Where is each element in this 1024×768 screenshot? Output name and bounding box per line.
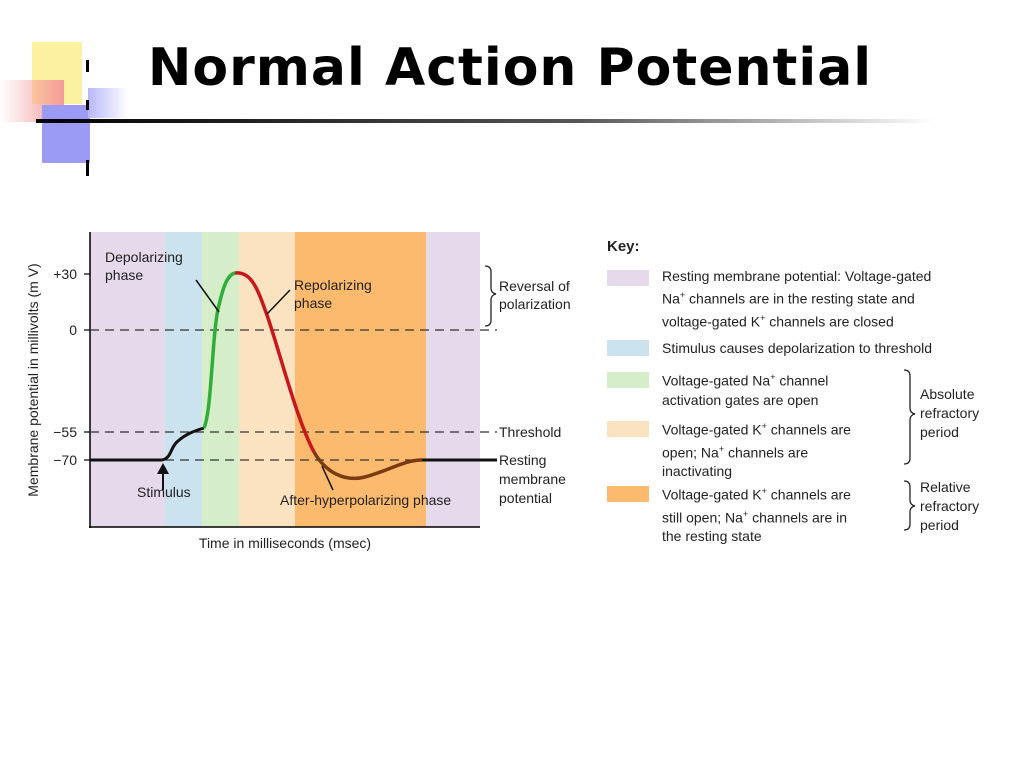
key-text-stimulus: Stimulus causes depolarization to thresh… <box>662 340 933 356</box>
decor-square-blue <box>42 105 90 163</box>
absolute-refractory-label: Absolute refractory period <box>920 386 980 440</box>
key-swatch-stimulus <box>607 340 649 356</box>
repolarizing-label-line1: Repolarizing <box>294 277 372 293</box>
trace-repolarizing <box>234 271 316 453</box>
trace-depolarizing <box>202 271 236 429</box>
stimulus-arrow-head <box>157 463 169 474</box>
band-resting-right <box>426 232 480 527</box>
x-axis-label: Time in milliseconds (msec) <box>199 535 371 551</box>
depolarizing-label-line2: phase <box>105 267 143 283</box>
after-hyperpolarizing-label: After-hyperpolarizing phase <box>280 492 451 508</box>
reversal-brace <box>484 265 497 327</box>
depolarizing-pointer <box>195 279 220 313</box>
relative-refractory-label: Relative refractory period <box>920 479 980 533</box>
band-resting-left <box>90 232 165 527</box>
resting-label-line1: Resting <box>499 452 546 468</box>
reversal-label-line2: polarization <box>499 296 571 312</box>
y-tick-label-70: −70 <box>53 452 77 468</box>
key-text-k-still-open: Voltage-gated K+ channels are still open… <box>662 486 851 545</box>
decor-tick-bottom <box>86 160 89 176</box>
key-text-k-open: Voltage-gated K+ channels are open; Na+ … <box>662 421 851 480</box>
resting-label-line3: potential <box>499 490 552 506</box>
resting-label-line2: membrane <box>499 471 566 487</box>
reversal-label-line1: Reversal of <box>499 278 570 294</box>
y-tick-label-55: −55 <box>53 424 77 440</box>
decor-tick-mid <box>86 100 89 110</box>
relative-refractory-brace <box>903 480 916 531</box>
y-axis-label: Membrane potential in millivolts (m V) <box>25 263 41 496</box>
band-na-activation <box>202 232 239 527</box>
slide-title: Normal Action Potential <box>147 38 873 98</box>
title-rule <box>36 119 936 123</box>
repolarizing-label-line2: phase <box>294 295 332 311</box>
y-tick-label-0: 0 <box>69 322 77 338</box>
decor-tick-top <box>86 60 89 72</box>
key-title: Key: <box>607 238 640 255</box>
after-hyperpolarizing-pointer <box>321 465 334 491</box>
key-swatch-k-open <box>607 421 649 437</box>
repolarizing-pointer <box>266 289 291 315</box>
key-swatch-k-still-open <box>607 486 649 502</box>
key-text-na-activation: Voltage-gated Na+ channel activation gat… <box>662 372 829 408</box>
trace-stimulus-rise <box>161 426 205 462</box>
y-tick-label-30: +30 <box>53 266 77 282</box>
band-stimulus <box>165 232 202 527</box>
stimulus-label: Stimulus <box>137 484 191 500</box>
key-swatch-resting <box>607 270 649 286</box>
absolute-refractory-brace <box>903 369 916 465</box>
trace-after-hyperpolarizing <box>312 451 423 481</box>
decor-square-blue-light <box>88 88 128 118</box>
depolarizing-label-line1: Depolarizing <box>105 249 183 265</box>
key-text-resting: Resting membrane potential: Voltage-gate… <box>662 268 932 330</box>
key-swatch-na-activation <box>607 372 649 388</box>
threshold-label: Threshold <box>499 424 561 440</box>
